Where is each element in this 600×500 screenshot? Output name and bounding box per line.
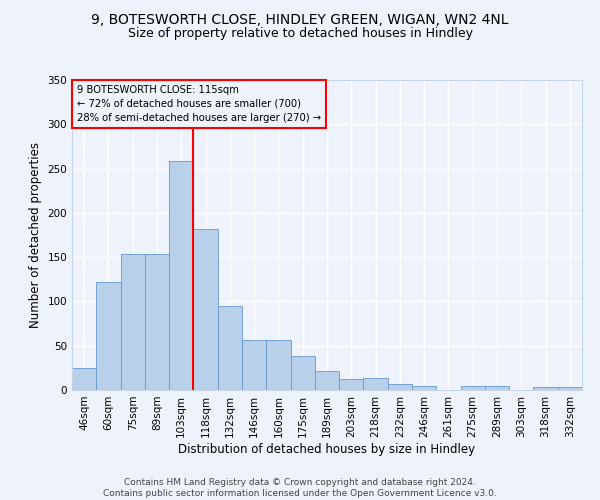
Bar <box>315 370 339 390</box>
Text: 9 BOTESWORTH CLOSE: 115sqm
← 72% of detached houses are smaller (700)
28% of sem: 9 BOTESWORTH CLOSE: 115sqm ← 72% of deta… <box>77 84 321 122</box>
Bar <box>485 386 509 390</box>
Text: Size of property relative to detached houses in Hindley: Size of property relative to detached ho… <box>128 28 473 40</box>
Bar <box>72 368 96 390</box>
Bar <box>121 254 145 390</box>
Bar <box>145 254 169 390</box>
Bar <box>339 380 364 390</box>
Bar <box>364 378 388 390</box>
Bar <box>96 282 121 390</box>
Bar <box>218 306 242 390</box>
Bar <box>533 388 558 390</box>
Bar <box>169 162 193 390</box>
Bar <box>558 388 582 390</box>
Text: Contains HM Land Registry data © Crown copyright and database right 2024.
Contai: Contains HM Land Registry data © Crown c… <box>103 478 497 498</box>
Bar <box>290 356 315 390</box>
Y-axis label: Number of detached properties: Number of detached properties <box>29 142 42 328</box>
Bar <box>461 386 485 390</box>
Bar <box>242 340 266 390</box>
Bar <box>266 340 290 390</box>
Bar <box>388 384 412 390</box>
Bar <box>412 386 436 390</box>
Bar <box>193 229 218 390</box>
Text: 9, BOTESWORTH CLOSE, HINDLEY GREEN, WIGAN, WN2 4NL: 9, BOTESWORTH CLOSE, HINDLEY GREEN, WIGA… <box>91 12 509 26</box>
X-axis label: Distribution of detached houses by size in Hindley: Distribution of detached houses by size … <box>178 442 476 456</box>
